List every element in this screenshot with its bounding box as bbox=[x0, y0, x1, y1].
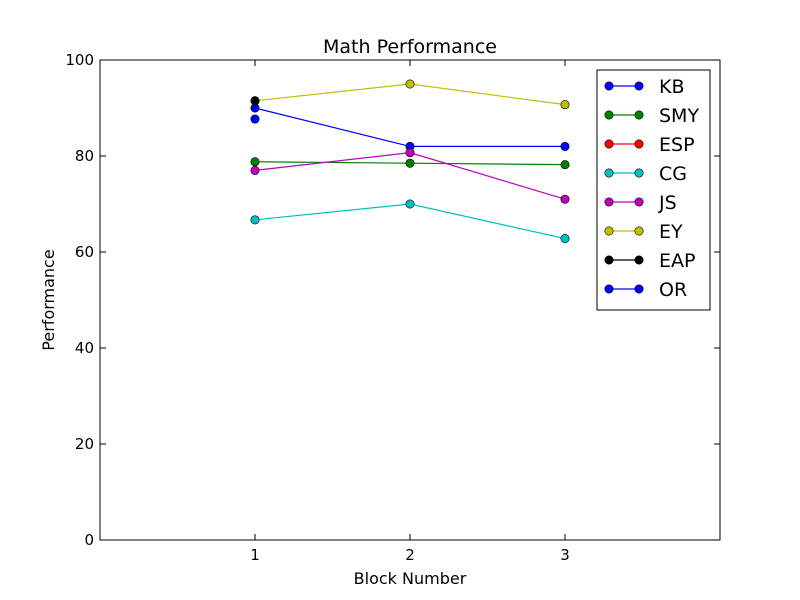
data-point-kb-2 bbox=[560, 141, 570, 151]
y-tick-label: 80 bbox=[75, 147, 94, 165]
legend-marker-cg-end bbox=[634, 168, 644, 178]
y-tick-label: 100 bbox=[65, 51, 94, 69]
legend-label-kb: KB bbox=[659, 76, 685, 98]
x-axis-label: Block Number bbox=[354, 569, 467, 588]
y-tick-label: 40 bbox=[75, 339, 94, 357]
data-point-smy-0 bbox=[250, 157, 260, 167]
data-point-js-2 bbox=[560, 194, 570, 204]
y-tick-label: 20 bbox=[75, 435, 94, 453]
data-point-ey-2 bbox=[560, 100, 570, 110]
axes: 1 2 3 0 20 40 60 80 100 bbox=[65, 51, 721, 564]
x-tick-label: 3 bbox=[560, 546, 570, 564]
y-axis-label: Performance bbox=[39, 249, 58, 350]
legend-label-smy: SMY bbox=[659, 105, 699, 127]
data-point-smy-2 bbox=[560, 160, 570, 170]
x-tick-label: 1 bbox=[250, 546, 260, 564]
data-point-cg-2 bbox=[560, 234, 570, 244]
data-point-js-1 bbox=[405, 148, 415, 158]
legend-marker-esp-start bbox=[604, 139, 614, 149]
legend-marker-ey-start bbox=[604, 226, 614, 236]
data-point-js-0 bbox=[250, 165, 260, 175]
data-point-or-0 bbox=[250, 114, 260, 124]
data-series bbox=[250, 79, 570, 244]
legend-marker-or-start bbox=[604, 284, 614, 294]
legend-label-ey: EY bbox=[659, 221, 683, 243]
legend-label-cg: CG bbox=[659, 163, 687, 185]
legend-marker-ey-end bbox=[634, 226, 644, 236]
legend-marker-cg-start bbox=[604, 168, 614, 178]
legend-marker-kb-end bbox=[634, 81, 644, 91]
legend-box bbox=[596, 69, 711, 311]
legend-marker-kb-start bbox=[604, 81, 614, 91]
legend-marker-js-start bbox=[604, 197, 614, 207]
legend-marker-or-end bbox=[634, 284, 644, 294]
data-point-cg-0 bbox=[250, 215, 260, 225]
data-point-eap-0 bbox=[250, 96, 260, 106]
legend-label-eap: EAP bbox=[659, 250, 695, 272]
legend-label-or: OR bbox=[659, 279, 687, 301]
x-tick-label: 2 bbox=[405, 546, 415, 564]
y-tick-label: 60 bbox=[75, 243, 94, 261]
data-point-smy-1 bbox=[405, 158, 415, 168]
legend-marker-eap-end bbox=[634, 255, 644, 265]
legend-marker-eap-start bbox=[604, 255, 614, 265]
legend-marker-smy-end bbox=[634, 110, 644, 120]
legend-label-js: JS bbox=[658, 192, 677, 214]
data-point-ey-1 bbox=[405, 79, 415, 89]
legend-marker-esp-end bbox=[634, 139, 644, 149]
y-tick-label: 0 bbox=[84, 531, 94, 549]
chart-title: Math Performance bbox=[323, 36, 497, 58]
legend-marker-smy-start bbox=[604, 110, 614, 120]
legend-marker-js-end bbox=[634, 197, 644, 207]
legend: KB SMY ESP CG JS EY EAP OR bbox=[596, 69, 711, 311]
legend-label-esp: ESP bbox=[659, 134, 695, 156]
data-point-cg-1 bbox=[405, 199, 415, 209]
